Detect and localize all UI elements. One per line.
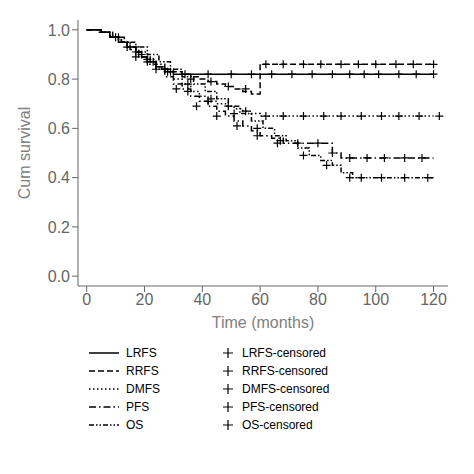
svg-text:80: 80 — [309, 291, 327, 308]
html-text:OS-censored: OS-censored — [242, 418, 313, 432]
html-text:LRFS: LRFS — [126, 346, 157, 360]
svg-text:40: 40 — [193, 291, 211, 308]
svg-text:0.2: 0.2 — [48, 219, 70, 236]
html-text:LRFS-censored: LRFS-censored — [242, 346, 326, 360]
svg-text:0.8: 0.8 — [48, 71, 70, 88]
svg-text:120: 120 — [420, 291, 447, 308]
html-text:OS: OS — [126, 418, 144, 432]
svg-text:20: 20 — [136, 291, 154, 308]
svg-text:Cum survival: Cum survival — [16, 107, 33, 199]
html-text:RRFS: RRFS — [126, 364, 159, 378]
html-text:PFS: PFS — [126, 400, 150, 414]
svg-text:0: 0 — [82, 291, 91, 308]
html-text:DMFS: DMFS — [126, 382, 160, 396]
svg-text:60: 60 — [251, 291, 269, 308]
svg-text:0.0: 0.0 — [48, 268, 70, 285]
html-text:PFS-censored: PFS-censored — [242, 400, 319, 414]
html-text:DMFS-censored: DMFS-censored — [242, 382, 330, 396]
svg-text:100: 100 — [362, 291, 389, 308]
svg-text:0.6: 0.6 — [48, 120, 70, 137]
html-text:RRFS-censored: RRFS-censored — [242, 364, 328, 378]
svg-text:0.4: 0.4 — [48, 169, 70, 186]
svg-text:1.0: 1.0 — [48, 22, 70, 39]
svg-text:Time (months): Time (months) — [212, 314, 315, 331]
